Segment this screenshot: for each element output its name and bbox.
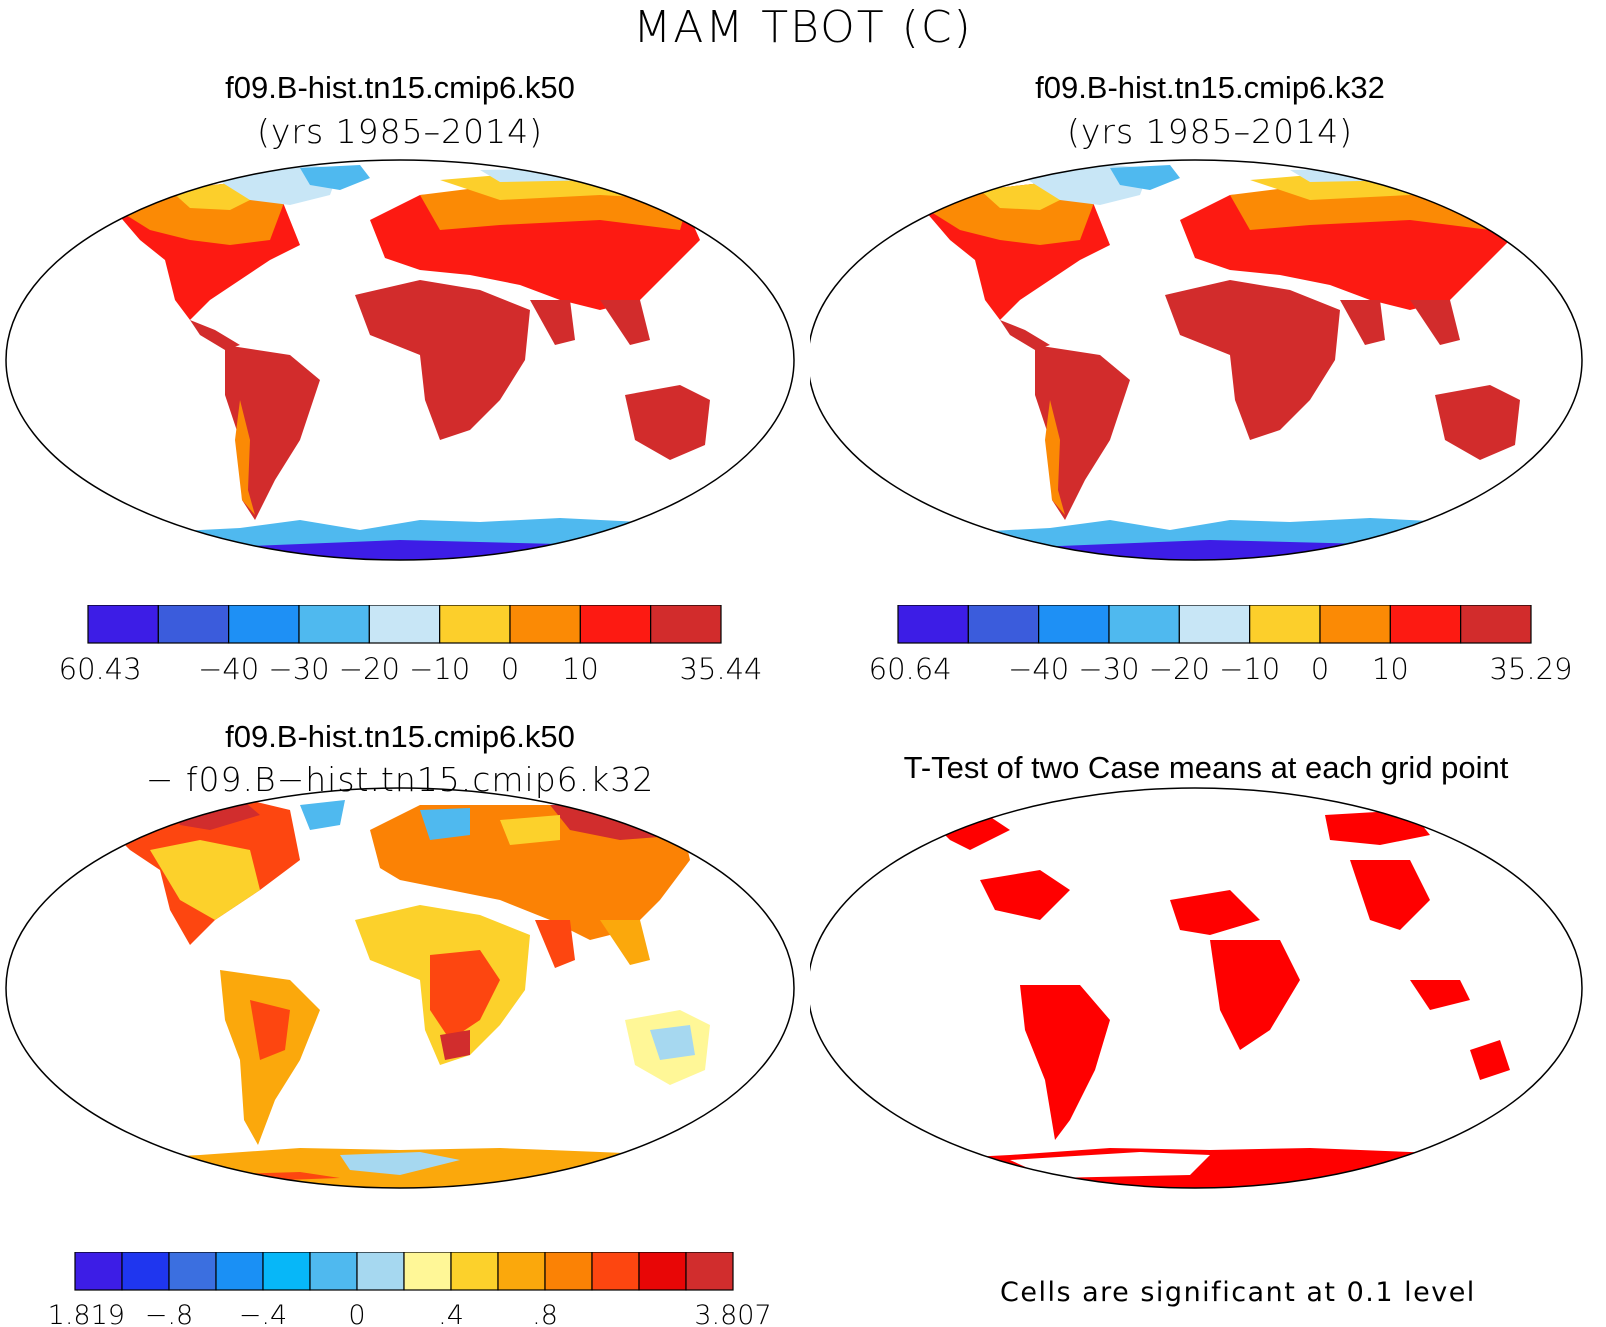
colorbar-swatch bbox=[591, 1252, 640, 1291]
africa-shape bbox=[355, 280, 530, 440]
colorbar-swatch bbox=[121, 1252, 170, 1291]
colorbar-swatch bbox=[74, 1252, 123, 1291]
colorbar-panel-2: −60.64 −40 −30 −20 −10 0 10 35.29 bbox=[870, 605, 1573, 685]
colorbar-tick-label: −10 bbox=[1219, 652, 1280, 685]
colorbar-swatch bbox=[650, 605, 722, 644]
panel-2-title: f09.B-hist.tn15.cmip6.k32 bbox=[1035, 70, 1385, 105]
colorbar-swatch bbox=[497, 1252, 546, 1291]
colorbar-swatch bbox=[544, 1252, 593, 1291]
colorbar-swatch bbox=[356, 1252, 405, 1291]
colorbar-tick-label: −40 bbox=[198, 652, 259, 685]
colorbar-swatch bbox=[685, 1252, 734, 1291]
colorbar-swatch bbox=[579, 605, 652, 644]
colorbar-tick-label: −.4 bbox=[239, 1300, 287, 1327]
map-panel-2 bbox=[810, 159, 1583, 561]
colorbar-swatch bbox=[967, 605, 1040, 644]
colorbar-swatch bbox=[509, 605, 581, 644]
colorbar-swatch bbox=[1460, 605, 1532, 644]
colorbar-tick-label: 3.807 bbox=[694, 1300, 771, 1327]
australia-shape bbox=[625, 385, 710, 460]
colorbar-tick-label: 35.29 bbox=[1489, 652, 1572, 685]
colorbar-swatch bbox=[1038, 605, 1110, 644]
colorbar-swatch bbox=[439, 605, 511, 644]
colorbar-tick-label: −60.64 bbox=[870, 652, 952, 685]
colorbar-tick-label: 10 bbox=[1372, 652, 1409, 685]
colorbar-swatch bbox=[368, 605, 441, 644]
colorbar-tick-label: −1.819 bbox=[50, 1300, 125, 1327]
colorbar-swatch bbox=[228, 605, 300, 644]
panel-3-title: f09.B-hist.tn15.cmip6.k50 bbox=[225, 719, 575, 754]
panel-1-subtitle: (yrs 1985–2014) bbox=[257, 112, 543, 151]
colorbar-swatch bbox=[1108, 605, 1180, 644]
colorbar-panel-1: −60.43 −40 −30 −20 −10 0 10 35.44 bbox=[60, 605, 763, 685]
colorbar-swatch bbox=[1389, 605, 1462, 644]
colorbar-swatch bbox=[215, 1252, 264, 1291]
main-title: MAM TBOT (C) bbox=[633, 2, 973, 53]
colorbar-swatch bbox=[403, 1252, 452, 1291]
colorbar-tick-label: 0 bbox=[1311, 652, 1329, 685]
colorbar-tick-label: −.8 bbox=[145, 1300, 193, 1327]
colorbar-swatch bbox=[450, 1252, 499, 1291]
colorbar-tick-label: −20 bbox=[1149, 652, 1210, 685]
colorbar-tick-label: 0 bbox=[348, 1300, 365, 1327]
colorbar-tick-label: −30 bbox=[268, 652, 329, 685]
colorbar-swatch bbox=[87, 605, 159, 644]
colorbar-swatch bbox=[1178, 605, 1251, 644]
colorbar-tick-label: .8 bbox=[532, 1300, 558, 1327]
colorbar-tick-label: −40 bbox=[1008, 652, 1069, 685]
colorbar-swatch bbox=[168, 1252, 217, 1291]
colorbar-tick-label: −30 bbox=[1078, 652, 1139, 685]
panel-1-title: f09.B-hist.tn15.cmip6.k50 bbox=[225, 70, 575, 105]
colorbar-swatch bbox=[638, 1252, 687, 1291]
colorbar-tick-label: −20 bbox=[339, 652, 400, 685]
colorbar-swatch bbox=[262, 1252, 311, 1291]
panel-4-title: T-Test of two Case means at each grid po… bbox=[903, 750, 1509, 785]
map-panel-3 bbox=[5, 787, 795, 1189]
colorbar-tick-label: −10 bbox=[409, 652, 470, 685]
colorbar-tick-label: 10 bbox=[562, 652, 599, 685]
colorbar-panel-3: −1.819 −.8 −.4 0 .4 .8 3.807 bbox=[50, 1252, 772, 1327]
panel-3-subtitle: − f09.B−hist.tn15.cmip6.k32 bbox=[145, 760, 655, 799]
colorbar-tick-label: 35.44 bbox=[679, 652, 762, 685]
south-america-shape bbox=[225, 345, 320, 520]
colorbar-swatch bbox=[897, 605, 969, 644]
colorbar-tick-label: .4 bbox=[438, 1300, 464, 1327]
colorbar-swatch bbox=[1319, 605, 1391, 644]
colorbar-swatch bbox=[298, 605, 370, 644]
map-panel-4 bbox=[810, 787, 1583, 1189]
map-panel-1 bbox=[5, 159, 795, 561]
colorbar-swatch bbox=[1249, 605, 1321, 644]
colorbar-tick-label: 0 bbox=[501, 652, 519, 685]
colorbar-tick-label: −60.43 bbox=[60, 652, 142, 685]
colorbar-swatch bbox=[157, 605, 230, 644]
colorbar-swatch bbox=[309, 1252, 358, 1291]
significance-note: Cells are significant at 0.1 level bbox=[1000, 1277, 1476, 1308]
panel-2-subtitle: (yrs 1985–2014) bbox=[1067, 112, 1353, 151]
